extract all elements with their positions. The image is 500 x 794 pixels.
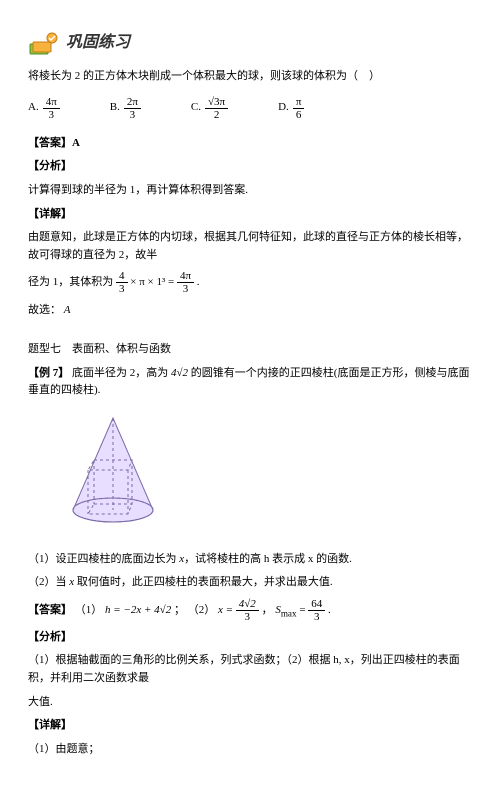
example7-h: 4√2	[171, 367, 188, 379]
problem1-options: A. 4π 3 B. 2π 3 C. √3π 2 D. π 6	[28, 96, 472, 121]
header: 巩固练习	[28, 30, 472, 56]
problem1-analysis-text: 计算得到球的半径为 1，再计算体积得到答案.	[28, 182, 472, 200]
option-a: A. 4π 3	[28, 96, 60, 121]
type7-q2: （2）当 x 取何值时，此正四棱柱的表面积最大，并求出最大值.	[28, 574, 472, 592]
cone-figure	[58, 412, 472, 539]
problem1-detail-text2: 径为 1，其体积为 4 3 × π × 1³ = 4π 3 .	[28, 270, 472, 295]
problem1-detail-text1: 由题意知，此球是正方体的内切球，根据其几何特征知，此球的直径与正方体的棱长相等，…	[28, 229, 472, 264]
option-a-frac: 4π 3	[43, 96, 60, 121]
option-c: C. √3π 2	[191, 96, 228, 121]
problem1-answer: 【答案】A	[28, 135, 472, 153]
ans2-x-frac: 4√2 3	[236, 598, 259, 623]
vol-frac-2: 4π 3	[177, 270, 194, 295]
type7-title: 题型七 表面积、体积与函数	[28, 341, 472, 359]
type7-detail-label: 【详解】	[28, 717, 472, 735]
problem1-detail-label: 【详解】	[28, 206, 472, 224]
type7-analysis-text2: 大值.	[28, 694, 472, 712]
option-b: B. 2π 3	[110, 96, 141, 121]
problem1-conclude: 故选： A	[28, 302, 472, 320]
practice-icon	[28, 30, 62, 56]
type7-analysis-label: 【分析】	[28, 629, 472, 647]
problem1-question: 将棱长为 2 的正方体木块削成一个体积最大的球，则该球的体积为（ ）	[28, 68, 472, 86]
option-d-frac: π 6	[293, 96, 305, 121]
type7-analysis-text: （1）根据轴截面的三角形的比例关系，列式求函数；（2）根据 h, x，列出正四棱…	[28, 652, 472, 687]
example7: 【例 7】 底面半径为 2，高为 4√2 的圆锥有一个内接的正四棱柱(底面是正方…	[28, 365, 472, 400]
type7-answer: 【答案】 （1） h = −2x + 4√2 ； （2） x = 4√2 3 ，…	[28, 598, 472, 623]
option-c-label: C.	[191, 99, 201, 117]
example7-label: 【例 7】	[28, 367, 69, 379]
option-d: D. π 6	[278, 96, 304, 121]
type7-detail-text: （1）由题意；	[28, 741, 472, 759]
ans2-s-frac: 64 3	[308, 598, 325, 623]
option-b-label: B.	[110, 99, 120, 117]
option-d-label: D.	[278, 99, 289, 117]
option-b-frac: 2π 3	[124, 96, 141, 121]
option-a-label: A.	[28, 99, 39, 117]
option-c-frac: √3π 2	[205, 96, 228, 121]
problem1-analysis-label: 【分析】	[28, 158, 472, 176]
vol-frac-1: 4 3	[116, 270, 128, 295]
type7-q1: （1）设正四棱柱的底面边长为 x，试将棱柱的高 h 表示成 x 的函数.	[28, 551, 472, 569]
header-title: 巩固练习	[66, 30, 130, 56]
